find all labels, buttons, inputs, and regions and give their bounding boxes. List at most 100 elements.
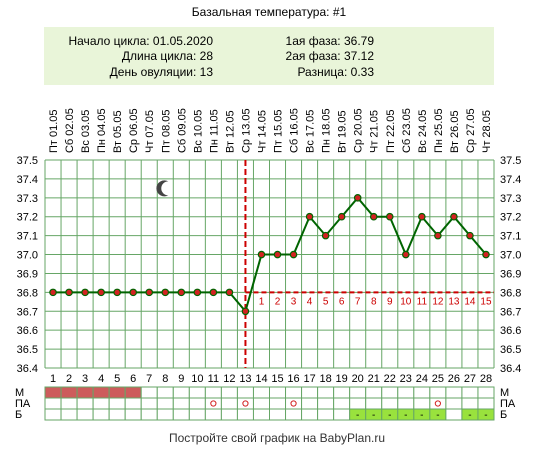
row-cell	[220, 386, 238, 399]
row-cell	[108, 386, 126, 399]
row-cell	[236, 386, 254, 399]
phase2-day-number: 5	[323, 296, 329, 307]
cycle-length: Длина цикла: 28	[122, 49, 213, 63]
day-number: 9	[178, 373, 184, 385]
y-tick-left: 37.4	[17, 174, 38, 186]
day-number: 25	[432, 373, 444, 385]
row-cell	[413, 386, 431, 399]
row-cell	[124, 397, 142, 410]
row-cell	[188, 408, 206, 421]
temperature-point	[418, 212, 426, 221]
y-tick-left: 36.4	[17, 363, 38, 375]
y-tick-right: 37.4	[500, 174, 521, 186]
y-tick-left: 36.5	[17, 344, 38, 356]
day-numbers: 1 2 3 4 5 6 7 8 9 10 11 12 13 14 15 16 17 18 19 20 21 22 23 24 2…	[50, 373, 492, 385]
day-number: 24	[416, 373, 428, 385]
date-label: Сб 02.05	[64, 108, 76, 153]
row-cell	[92, 397, 110, 410]
day-number: 13	[239, 373, 251, 385]
temperature-point	[257, 250, 266, 259]
row-cell	[381, 397, 399, 410]
y-tick-left: 37.0	[17, 250, 38, 262]
b-marker: -	[484, 410, 487, 421]
row-cell	[140, 386, 158, 399]
temperature-point	[369, 212, 378, 221]
day-number: 8	[162, 373, 168, 385]
date-label: Пн 11.05	[208, 109, 220, 153]
temperature-point	[113, 288, 121, 297]
row-cell	[269, 397, 287, 410]
phase2-day-number: 14	[464, 296, 476, 307]
phase2-day-number: 8	[371, 296, 377, 307]
day-number: 28	[480, 373, 492, 385]
temperature-point	[49, 288, 57, 297]
footer-link[interactable]: Постройте свой график на BabyPlan.ru	[169, 431, 385, 445]
y-axis-right: 37.5 37.4 37.3 37.2 37.1 37.0 36.9 36.8 36.7 36.6…	[500, 155, 521, 375]
y-tick-left: 37.1	[17, 231, 38, 243]
b-marker: -	[436, 410, 439, 421]
row-label-right: М	[500, 387, 509, 399]
row-cell	[156, 397, 174, 410]
row-cell	[92, 386, 110, 399]
pa-marker	[434, 400, 441, 407]
day-number: 17	[303, 373, 315, 385]
date-label: Вт 05.05	[112, 110, 124, 153]
row-cell	[269, 408, 287, 421]
row-cell	[301, 408, 319, 421]
date-label: Вт 12.05	[224, 110, 236, 153]
date-label: Чт 07.05	[144, 110, 156, 153]
phase2-day-number: 4	[307, 296, 313, 307]
y-tick-right: 36.7	[500, 306, 521, 318]
row-cell	[252, 386, 270, 399]
temperature-point	[273, 250, 282, 259]
date-label: Вс 10.05	[192, 110, 204, 153]
day-number: 10	[191, 373, 203, 385]
row-cell	[220, 408, 238, 421]
row-cell	[445, 386, 463, 399]
row-cell	[156, 408, 174, 421]
day-number: 1	[50, 373, 56, 385]
row-cell	[236, 408, 254, 421]
grid	[44, 159, 495, 369]
temperature-point	[193, 288, 202, 297]
row-cell	[413, 397, 431, 410]
day-number: 18	[320, 373, 332, 385]
pa-marker	[290, 400, 297, 407]
temperature-point	[482, 250, 490, 259]
row-cell	[220, 397, 238, 410]
row-cell	[317, 408, 335, 421]
chart-title: Базальная температура: #1	[192, 5, 347, 19]
phase2-day-number: 10	[400, 296, 412, 307]
row-cell	[252, 408, 270, 421]
row-cell	[252, 397, 270, 410]
row-label-left: Б	[15, 409, 22, 421]
date-label: Пт 01.05	[48, 109, 60, 153]
temperature-point	[65, 288, 73, 297]
row-cell	[397, 386, 415, 399]
phase2-day-number: 11	[417, 296, 428, 307]
y-tick-right: 37.2	[500, 212, 521, 224]
temperature-point	[353, 194, 362, 202]
date-label: Пн 25.05	[433, 108, 445, 153]
date-label: Пт 22.05	[385, 109, 397, 153]
y-tick-right: 36.5	[500, 344, 521, 356]
phase2-day-number: 7	[355, 296, 361, 307]
temperature-point	[97, 288, 105, 297]
day-number: 16	[287, 373, 299, 385]
row-cell	[172, 397, 190, 410]
row-cell	[76, 386, 94, 399]
temperature-point	[305, 212, 314, 221]
row-label-right: Б	[500, 409, 507, 421]
date-label: Чт 21.05	[369, 110, 381, 153]
moon-icon	[156, 180, 169, 197]
temperature-point	[177, 288, 186, 297]
phase1-avg: 1ая фаза: 36.79	[286, 34, 375, 48]
row-cell	[301, 386, 319, 399]
pa-marker	[210, 400, 217, 407]
b-marker: -	[388, 410, 391, 421]
row-cell	[92, 408, 110, 421]
phase2-day-number: 12	[432, 296, 444, 307]
temperature-point	[209, 288, 218, 297]
temperature-point	[450, 212, 458, 221]
